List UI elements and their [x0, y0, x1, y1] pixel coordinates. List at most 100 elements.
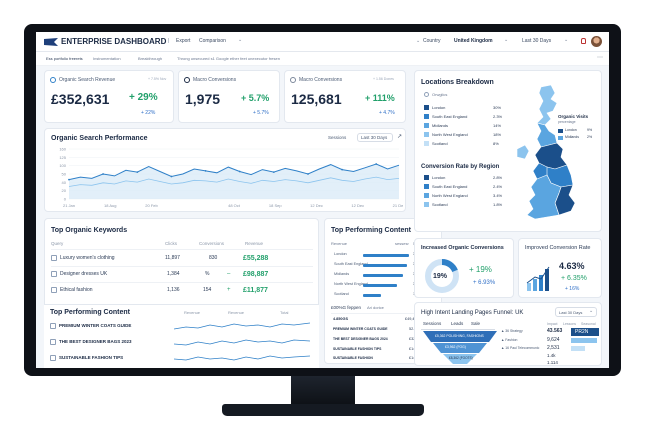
query-cell: Ethical fashion [60, 287, 93, 293]
divider [331, 313, 437, 314]
kpi-corner: + 1.56 Dones [373, 77, 394, 81]
region-row[interactable]: South East England 2.4% [421, 183, 509, 191]
kpi-change: + 29% [129, 92, 158, 103]
y-tick-label: 160 [59, 147, 66, 152]
row-tag: PR2N [575, 329, 589, 335]
list-item[interactable]: SUSTAINABLE FASHION TIPS [50, 352, 312, 366]
location-name: South East England [432, 114, 468, 119]
funnel-row[interactable]: ▲ 16 Paul Telecommunic 2,531 [501, 345, 599, 352]
row-checkbox[interactable] [51, 287, 57, 293]
table-row[interactable]: Luxury women's clothing 11,897 830 £55,2… [51, 252, 313, 265]
legend-swatch [558, 136, 563, 140]
chevron-down-icon: ⌄ [504, 37, 509, 43]
comparison-dropdown[interactable]: Comparison [199, 38, 226, 44]
tab-sale[interactable]: Sale [471, 321, 481, 326]
location-row[interactable]: Midlands 14% [421, 122, 509, 130]
funnel-row[interactable]: ▲ 36 Strategy 43.563 PR2N [501, 328, 599, 336]
row-checkbox[interactable] [51, 271, 57, 277]
row-checkbox[interactable] [50, 339, 56, 345]
divider [51, 249, 313, 250]
chevron-down-icon: ⌄ [589, 308, 594, 314]
dashboard-screen: ENTERPRISE DASHBOARD | Export Comparison… [36, 32, 609, 368]
series-area [69, 164, 399, 199]
tab-sessions[interactable]: Sessions [423, 321, 442, 326]
subnav-item[interactable]: Ess portfolio freerets [46, 56, 83, 61]
row-value: 1.4k [547, 353, 556, 358]
region-pct: 3.4% [493, 193, 503, 198]
clicks-cell: 1,384 [167, 271, 180, 277]
row-value: 9,624 [547, 337, 560, 343]
sparkline-chart [174, 339, 310, 346]
row-label: Scotland [334, 292, 349, 296]
trend-icon[interactable]: ↗ [397, 134, 403, 140]
rate-change: + 6.35% [561, 275, 587, 282]
separator: | [168, 38, 170, 44]
row-checkbox[interactable] [51, 255, 57, 261]
region-pct: 2.8% [493, 175, 503, 180]
visits-sub: percentage [558, 120, 576, 124]
kpi-label: Macro Conversions [193, 77, 237, 83]
column-header: Clicks [165, 241, 177, 246]
kpi-value: 125,681 [291, 91, 342, 107]
location-row[interactable]: Scotland 8% [421, 140, 509, 148]
country-value: United Kingdom [454, 38, 493, 44]
region-row[interactable]: North West England 3.4% [421, 192, 509, 200]
subnav-item[interactable]: Instrumentation [93, 56, 121, 61]
avatar[interactable] [591, 36, 602, 47]
metric-select[interactable]: Sessions [328, 135, 347, 140]
radio-icon[interactable] [424, 92, 429, 97]
location-row[interactable]: London 30% [421, 104, 509, 112]
target-icon [184, 77, 190, 83]
app-title: ENTERPRISE DASHBOARD [61, 37, 167, 46]
location-row[interactable]: North West England 18% [421, 131, 509, 139]
column-header: Lessons [563, 322, 577, 326]
x-tick-label: 48 Oct [228, 203, 241, 208]
logo-icon [44, 38, 58, 46]
location-pct: 14% [493, 123, 502, 128]
row-bar [363, 294, 381, 297]
bell-icon[interactable] [581, 38, 586, 44]
row-checkbox[interactable] [50, 355, 56, 361]
legend-swatch [424, 184, 429, 189]
location-row[interactable]: South East England 2.3% [421, 113, 509, 121]
top-nav: ENTERPRISE DASHBOARD | Export Comparison… [36, 32, 609, 52]
card-title: Top Performing Content [331, 227, 411, 234]
date-range-select[interactable]: Last 30 Days ⌄ [522, 36, 582, 48]
table-row[interactable]: Ethical fashion 1,136 154 + £11,877 [51, 284, 313, 297]
export-link[interactable]: Export [176, 38, 191, 44]
subnav-item[interactable]: Throng unsecured s1 Google ether feet un… [177, 56, 280, 61]
sub-change: + 6.93% [473, 280, 496, 286]
content-name: SUSTAINABLE FASHION [333, 356, 373, 360]
row-checkbox[interactable] [50, 323, 56, 329]
data-point [102, 173, 104, 175]
x-tick-label: 12 Dec [310, 203, 323, 208]
kpi-label: Macro Conversions [299, 77, 343, 83]
funnel-row[interactable]: 1.114 [501, 360, 599, 366]
kpi-sub-change: + 22% [141, 110, 156, 116]
list-item[interactable]: PREMIUM WINTER COATS GUIDE [50, 320, 312, 334]
content-name: PREMIUM WINTER COATS GUIDE [333, 327, 388, 331]
y-tick-label: 100 [59, 163, 66, 168]
funnel-row[interactable]: ▲ Fashion 9,624 [501, 337, 599, 344]
y-tick-label: 0 [64, 197, 67, 202]
table-row[interactable]: Designer dresses UK 1,384 % – £98,887 [51, 268, 313, 281]
legend-swatch [424, 202, 429, 207]
funnel-range-select[interactable]: Last 30 Days ⌄ [555, 307, 597, 317]
row-bar [363, 254, 409, 257]
range-select[interactable]: Last 30 Days [357, 133, 393, 142]
tab-leads[interactable]: Leads [451, 321, 464, 326]
y-tick-label: 50 [62, 172, 67, 177]
subnav-item[interactable]: Breakthrough [138, 56, 163, 61]
list-item[interactable]: THE BEST DESIGNER BAGS 2023 [50, 336, 312, 350]
country-select[interactable]: ⌄ Country United Kingdom ⌄ [416, 36, 516, 48]
region-row[interactable]: London 2.8% [421, 174, 509, 182]
funnel-stage-2 [433, 343, 487, 353]
region-row[interactable]: Scotland 1.8% [421, 201, 509, 209]
data-point [204, 170, 207, 172]
location-name: London [432, 105, 446, 110]
funnel-card: High Intent Landing Pages Funnel: UK Las… [414, 302, 602, 366]
globe-icon: ⌄ [416, 38, 421, 44]
more-icon[interactable]: ⋯ [597, 55, 603, 61]
funnel-row[interactable]: 1.4k [501, 353, 599, 359]
increased-conversions-card: Increased Organic Conversions 19% + 19% … [414, 238, 514, 298]
